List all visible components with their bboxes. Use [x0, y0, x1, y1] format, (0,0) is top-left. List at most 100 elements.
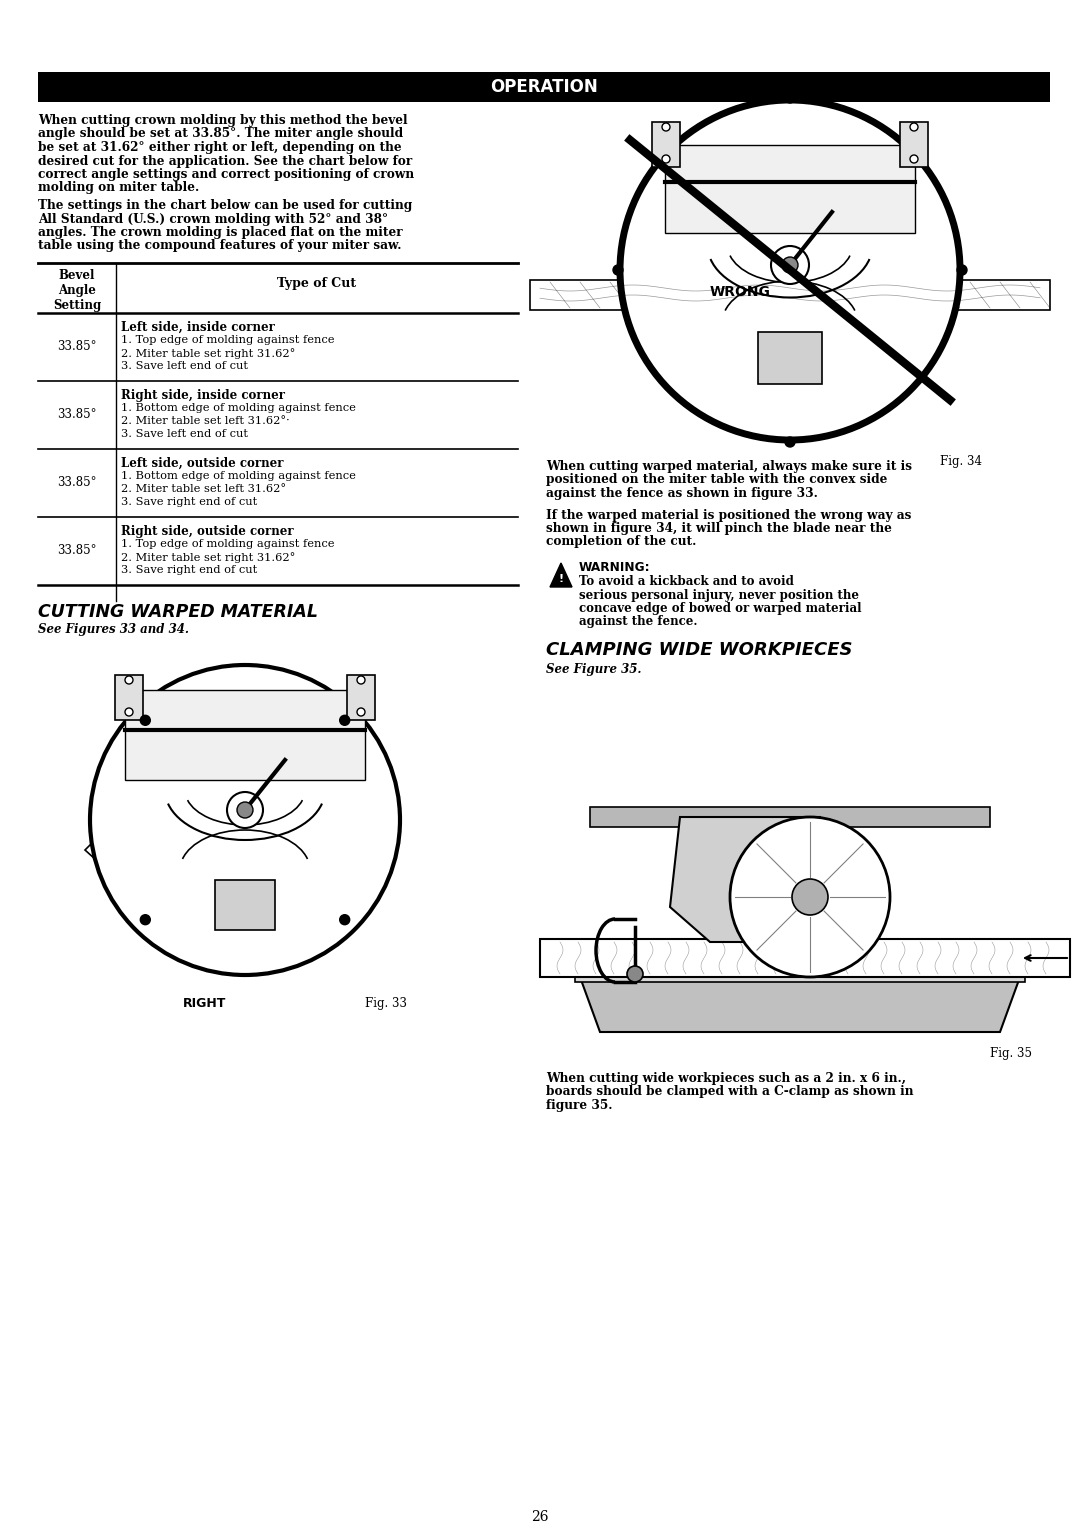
Text: serious personal injury, never position the: serious personal injury, never position …	[579, 589, 859, 601]
Text: Type of Cut: Type of Cut	[278, 278, 356, 290]
Text: 2. Miter table set right 31.62°: 2. Miter table set right 31.62°	[121, 552, 295, 563]
Text: Fig. 34: Fig. 34	[940, 455, 982, 467]
Text: All Standard (U.S.) crown molding with 52° and 38°: All Standard (U.S.) crown molding with 5…	[38, 212, 388, 226]
Text: boards should be clamped with a C-clamp as shown in: boards should be clamped with a C-clamp …	[546, 1085, 914, 1099]
Text: WRONG: WRONG	[710, 284, 770, 300]
Text: Right side, outside corner: Right side, outside corner	[121, 526, 294, 538]
Circle shape	[730, 818, 890, 978]
Bar	[347, 675, 375, 719]
Text: CLAMPING WIDE WORKPIECES: CLAMPING WIDE WORKPIECES	[546, 641, 852, 659]
Text: 3. Save right end of cut: 3. Save right end of cut	[121, 496, 257, 507]
Text: figure 35.: figure 35.	[546, 1099, 612, 1111]
Text: 2. Miter table set left 31.62°: 2. Miter table set left 31.62°	[121, 484, 286, 493]
Bar	[114, 675, 143, 719]
Polygon shape	[85, 830, 205, 941]
Bar	[215, 881, 275, 930]
Polygon shape	[540, 939, 1070, 978]
Bar	[900, 121, 928, 168]
Circle shape	[340, 715, 350, 725]
Circle shape	[357, 676, 365, 684]
Circle shape	[340, 915, 350, 925]
Text: !: !	[558, 573, 564, 584]
Text: Right side, inside corner: Right side, inside corner	[121, 389, 285, 403]
Circle shape	[782, 257, 798, 274]
Text: correct angle settings and correct positioning of crown: correct angle settings and correct posit…	[38, 168, 414, 181]
Text: RIGHT: RIGHT	[184, 998, 227, 1010]
Polygon shape	[575, 942, 1025, 982]
Text: molding on miter table.: molding on miter table.	[38, 181, 199, 195]
Circle shape	[125, 709, 133, 716]
Text: 33.85°: 33.85°	[57, 476, 97, 489]
Text: 3. Save left end of cut: 3. Save left end of cut	[121, 361, 248, 370]
Text: 1. Top edge of molding against fence: 1. Top edge of molding against fence	[121, 335, 335, 344]
Circle shape	[771, 246, 809, 284]
Text: The settings in the chart below can be used for cutting: The settings in the chart below can be u…	[38, 198, 413, 212]
Polygon shape	[275, 830, 395, 941]
Text: 33.85°: 33.85°	[57, 341, 97, 354]
Text: WARNING:: WARNING:	[579, 561, 650, 573]
Bar	[665, 144, 915, 234]
Text: 1. Top edge of molding against fence: 1. Top edge of molding against fence	[121, 539, 335, 549]
Bar	[652, 121, 680, 168]
Text: against the fence.: against the fence.	[579, 615, 698, 629]
Text: Left side, inside corner: Left side, inside corner	[121, 321, 275, 334]
Text: against the fence as shown in figure 33.: against the fence as shown in figure 33.	[546, 487, 818, 500]
Bar	[38, 72, 1050, 101]
Text: Left side, outside corner: Left side, outside corner	[121, 456, 283, 470]
Polygon shape	[580, 978, 1020, 1031]
Circle shape	[792, 879, 828, 915]
Circle shape	[140, 715, 150, 725]
Text: 2. Miter table set right 31.62°: 2. Miter table set right 31.62°	[121, 347, 295, 358]
Circle shape	[662, 123, 670, 131]
Text: 1. Bottom edge of molding against fence: 1. Bottom edge of molding against fence	[121, 403, 356, 413]
Text: shown in figure 34, it will pinch the blade near the: shown in figure 34, it will pinch the bl…	[546, 523, 892, 535]
Bar	[758, 332, 822, 384]
Text: 2. Miter table set left 31.62°·: 2. Miter table set left 31.62°·	[121, 417, 289, 426]
Text: angle should be set at 33.85°. The miter angle should: angle should be set at 33.85°. The miter…	[38, 128, 403, 140]
Text: angles. The crown molding is placed flat on the miter: angles. The crown molding is placed flat…	[38, 226, 403, 238]
Circle shape	[237, 802, 253, 818]
Text: 3. Save left end of cut: 3. Save left end of cut	[121, 429, 248, 440]
Text: Fig. 35: Fig. 35	[990, 1047, 1032, 1061]
Circle shape	[227, 792, 264, 828]
Text: When cutting crown molding by this method the bevel: When cutting crown molding by this metho…	[38, 114, 407, 128]
Circle shape	[90, 666, 400, 974]
Circle shape	[357, 709, 365, 716]
Text: If the warped material is positioned the wrong way as: If the warped material is positioned the…	[546, 509, 912, 521]
Text: desired cut for the application. See the chart below for: desired cut for the application. See the…	[38, 155, 413, 168]
Polygon shape	[530, 280, 1050, 310]
Text: See Figure 35.: See Figure 35.	[546, 662, 642, 676]
Circle shape	[140, 915, 150, 925]
Text: 26: 26	[531, 1509, 549, 1525]
Circle shape	[613, 264, 623, 275]
Text: CUTTING WARPED MATERIAL: CUTTING WARPED MATERIAL	[38, 603, 318, 621]
Bar	[590, 807, 990, 827]
Text: 33.85°: 33.85°	[57, 409, 97, 421]
Text: To avoid a kickback and to avoid: To avoid a kickback and to avoid	[579, 575, 794, 589]
Circle shape	[957, 264, 967, 275]
Polygon shape	[670, 818, 870, 942]
Circle shape	[620, 100, 960, 440]
Text: When cutting wide workpieces such as a 2 in. x 6 in.,: When cutting wide workpieces such as a 2…	[546, 1071, 906, 1085]
Text: 33.85°: 33.85°	[57, 544, 97, 558]
Text: completion of the cut.: completion of the cut.	[546, 535, 697, 549]
Circle shape	[785, 437, 795, 447]
Polygon shape	[550, 563, 572, 587]
Text: When cutting warped material, always make sure it is: When cutting warped material, always mak…	[546, 460, 912, 473]
Circle shape	[627, 965, 643, 982]
Text: 1. Bottom edge of molding against fence: 1. Bottom edge of molding against fence	[121, 470, 356, 481]
Text: be set at 31.62° either right or left, depending on the: be set at 31.62° either right or left, d…	[38, 141, 402, 154]
Circle shape	[125, 676, 133, 684]
Text: concave edge of bowed or warped material: concave edge of bowed or warped material	[579, 603, 862, 615]
Text: See Figures 33 and 34.: See Figures 33 and 34.	[38, 622, 189, 636]
Text: 3. Save right end of cut: 3. Save right end of cut	[121, 566, 257, 575]
Text: table using the compound features of your miter saw.: table using the compound features of you…	[38, 240, 402, 252]
Text: Bevel
Angle
Setting: Bevel Angle Setting	[53, 269, 102, 312]
Text: OPERATION: OPERATION	[490, 78, 598, 95]
Text: Fig. 33: Fig. 33	[365, 998, 407, 1010]
Circle shape	[662, 155, 670, 163]
Bar	[125, 690, 365, 779]
Circle shape	[785, 94, 795, 103]
Text: positioned on the miter table with the convex side: positioned on the miter table with the c…	[546, 473, 888, 487]
Circle shape	[910, 155, 918, 163]
